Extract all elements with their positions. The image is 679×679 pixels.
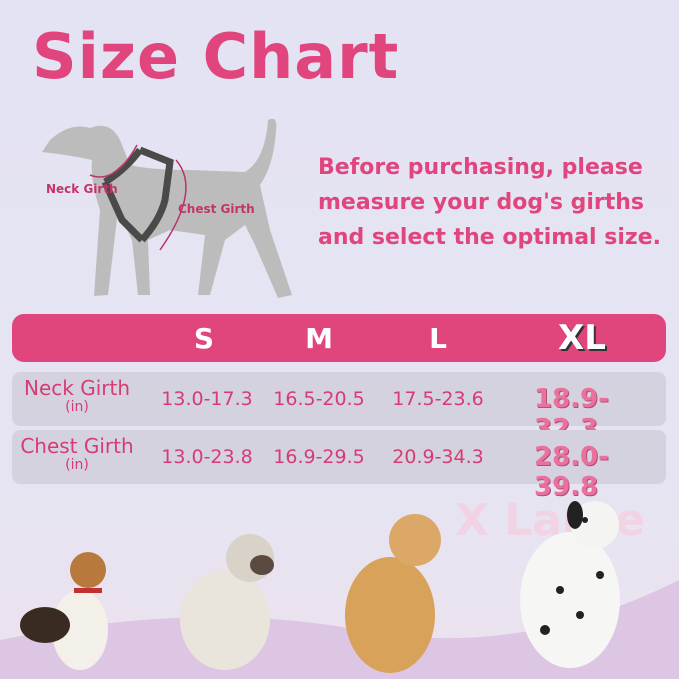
table-row-neck-girth: Neck Girth (in) 13.0-17.3 16.5-20.5 17.5-…	[12, 372, 666, 444]
value-l: 20.9-34.3	[392, 446, 484, 468]
background-wave	[0, 580, 679, 679]
value-l: 17.5-23.6	[392, 388, 484, 410]
size-m: M	[305, 322, 333, 355]
golden-retriever-photo	[345, 514, 441, 673]
chest-girth-label: Chest Girth	[178, 202, 255, 216]
value-xl: 18.9-32.3	[534, 384, 609, 444]
value-xl: 28.0-39.8	[534, 442, 609, 502]
page-title: Size Chart	[32, 20, 400, 93]
size-header-row: S M L XL	[12, 314, 666, 362]
beagle-photo	[20, 552, 108, 670]
french-bulldog-photo	[180, 534, 274, 670]
dalmatian-photo	[520, 501, 620, 668]
value-m: 16.5-20.5	[273, 388, 365, 410]
value-s: 13.0-23.8	[161, 446, 253, 468]
dog-measurement-diagram: Neck Girth Chest Girth	[30, 110, 310, 310]
size-l: L	[429, 322, 447, 355]
dog-photos	[20, 501, 620, 673]
intro-text: Before purchasing, please measure your d…	[318, 155, 661, 250]
row-label: Neck Girth (in)	[24, 376, 130, 415]
size-xl: XL	[558, 318, 606, 358]
table-row-chest-girth: Chest Girth (in) 13.0-23.8 16.9-29.5 20.9…	[12, 430, 666, 502]
neck-girth-label: Neck Girth	[46, 182, 118, 196]
value-m: 16.9-29.5	[273, 446, 365, 468]
size-s: S	[193, 322, 215, 355]
dog-silhouette-icon	[42, 118, 292, 298]
row-label: Chest Girth (in)	[20, 434, 134, 473]
value-s: 13.0-17.3	[161, 388, 253, 410]
